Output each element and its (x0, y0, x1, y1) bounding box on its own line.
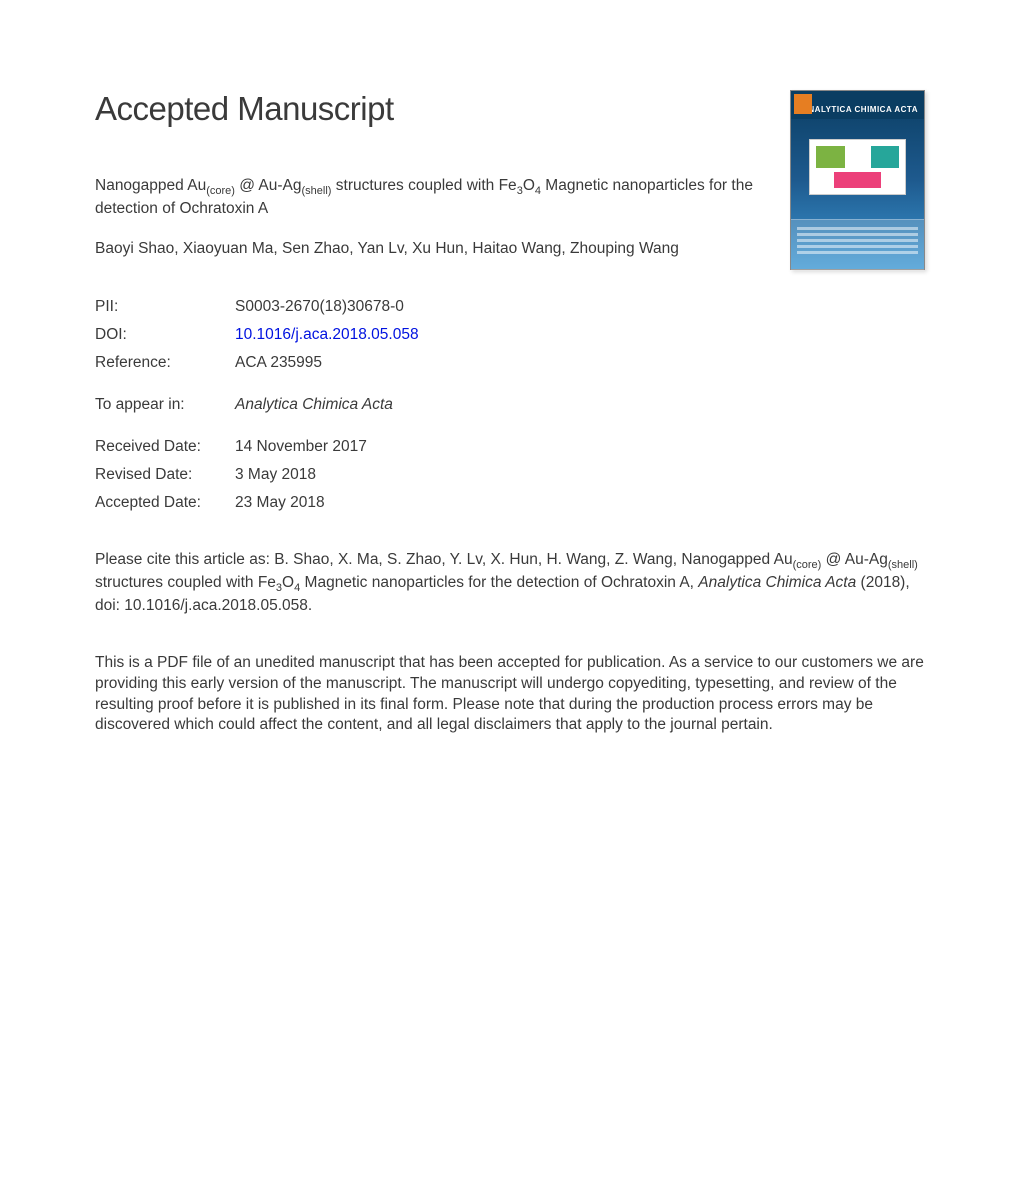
meta-row-pii: PII: S0003-2670(18)30678-0 (95, 298, 925, 316)
meta-value-received: 14 November 2017 (235, 438, 367, 456)
meta-row-accepted: Accepted Date: 23 May 2018 (95, 494, 925, 512)
meta-value-revised: 3 May 2018 (235, 466, 316, 484)
cover-graphic-block (816, 146, 845, 168)
cover-graphic-block (834, 172, 882, 188)
title-subscript: (core) (206, 185, 235, 197)
cover-footer (791, 219, 924, 271)
cover-body (791, 119, 924, 219)
article-title: Nanogapped Au(core) @ Au-Ag(shell) struc… (95, 176, 785, 220)
title-text: structures coupled with Fe (331, 177, 516, 194)
publisher-logo-icon (794, 94, 812, 114)
citation-subscript: (core) (793, 559, 822, 571)
cover-footer-line (797, 245, 918, 248)
cover-footer-line (797, 239, 918, 242)
meta-label: Revised Date: (95, 466, 235, 484)
cover-header: ANALYTICA CHIMICA ACTA (791, 91, 924, 119)
citation-text: Please cite this article as: B. Shao, X.… (95, 550, 925, 617)
citation-part: Please cite this article as: B. Shao, X.… (95, 551, 793, 568)
meta-row-received: Received Date: 14 November 2017 (95, 438, 925, 456)
meta-value-reference: ACA 235995 (235, 354, 322, 372)
title-text: @ Au-Ag (235, 177, 302, 194)
meta-label: To appear in: (95, 396, 235, 414)
citation-subscript: (shell) (888, 559, 918, 571)
citation-part: @ Au-Ag (821, 551, 888, 568)
cover-graphic (809, 139, 906, 195)
meta-row-reference: Reference: ACA 235995 (95, 354, 925, 372)
metadata-table: PII: S0003-2670(18)30678-0 DOI: 10.1016/… (95, 298, 925, 512)
title-subscript: (shell) (302, 185, 332, 197)
citation-part: Magnetic nanoparticles for the detection… (300, 574, 698, 591)
meta-row-appear: To appear in: Analytica Chimica Acta (95, 396, 925, 414)
meta-value-accepted: 23 May 2018 (235, 494, 325, 512)
journal-cover-thumbnail: ANALYTICA CHIMICA ACTA (790, 90, 925, 270)
cover-footer-line (797, 227, 918, 230)
citation-journal: Analytica Chimica Acta (698, 574, 856, 591)
meta-row-revised: Revised Date: 3 May 2018 (95, 466, 925, 484)
meta-label: Received Date: (95, 438, 235, 456)
citation-part: structures coupled with Fe (95, 574, 276, 591)
cover-footer-line (797, 251, 918, 254)
author-list: Baoyi Shao, Xiaoyuan Ma, Sen Zhao, Yan L… (95, 240, 785, 258)
meta-value-journal: Analytica Chimica Acta (235, 396, 393, 414)
cover-footer-line (797, 233, 918, 236)
meta-label: DOI: (95, 326, 235, 344)
citation-part: O (282, 574, 294, 591)
meta-row-doi: DOI: 10.1016/j.aca.2018.05.058 (95, 326, 925, 344)
title-text: Nanogapped Au (95, 177, 206, 194)
disclaimer-text: This is a PDF file of an unedited manusc… (95, 653, 925, 737)
meta-value-pii: S0003-2670(18)30678-0 (235, 298, 404, 316)
cover-graphic-block (871, 146, 900, 168)
meta-label: Reference: (95, 354, 235, 372)
meta-label: Accepted Date: (95, 494, 235, 512)
meta-label: PII: (95, 298, 235, 316)
doi-link[interactable]: 10.1016/j.aca.2018.05.058 (235, 326, 419, 344)
manuscript-page: Accepted Manuscript ANALYTICA CHIMICA AC… (0, 0, 1020, 736)
title-text: O (523, 177, 535, 194)
